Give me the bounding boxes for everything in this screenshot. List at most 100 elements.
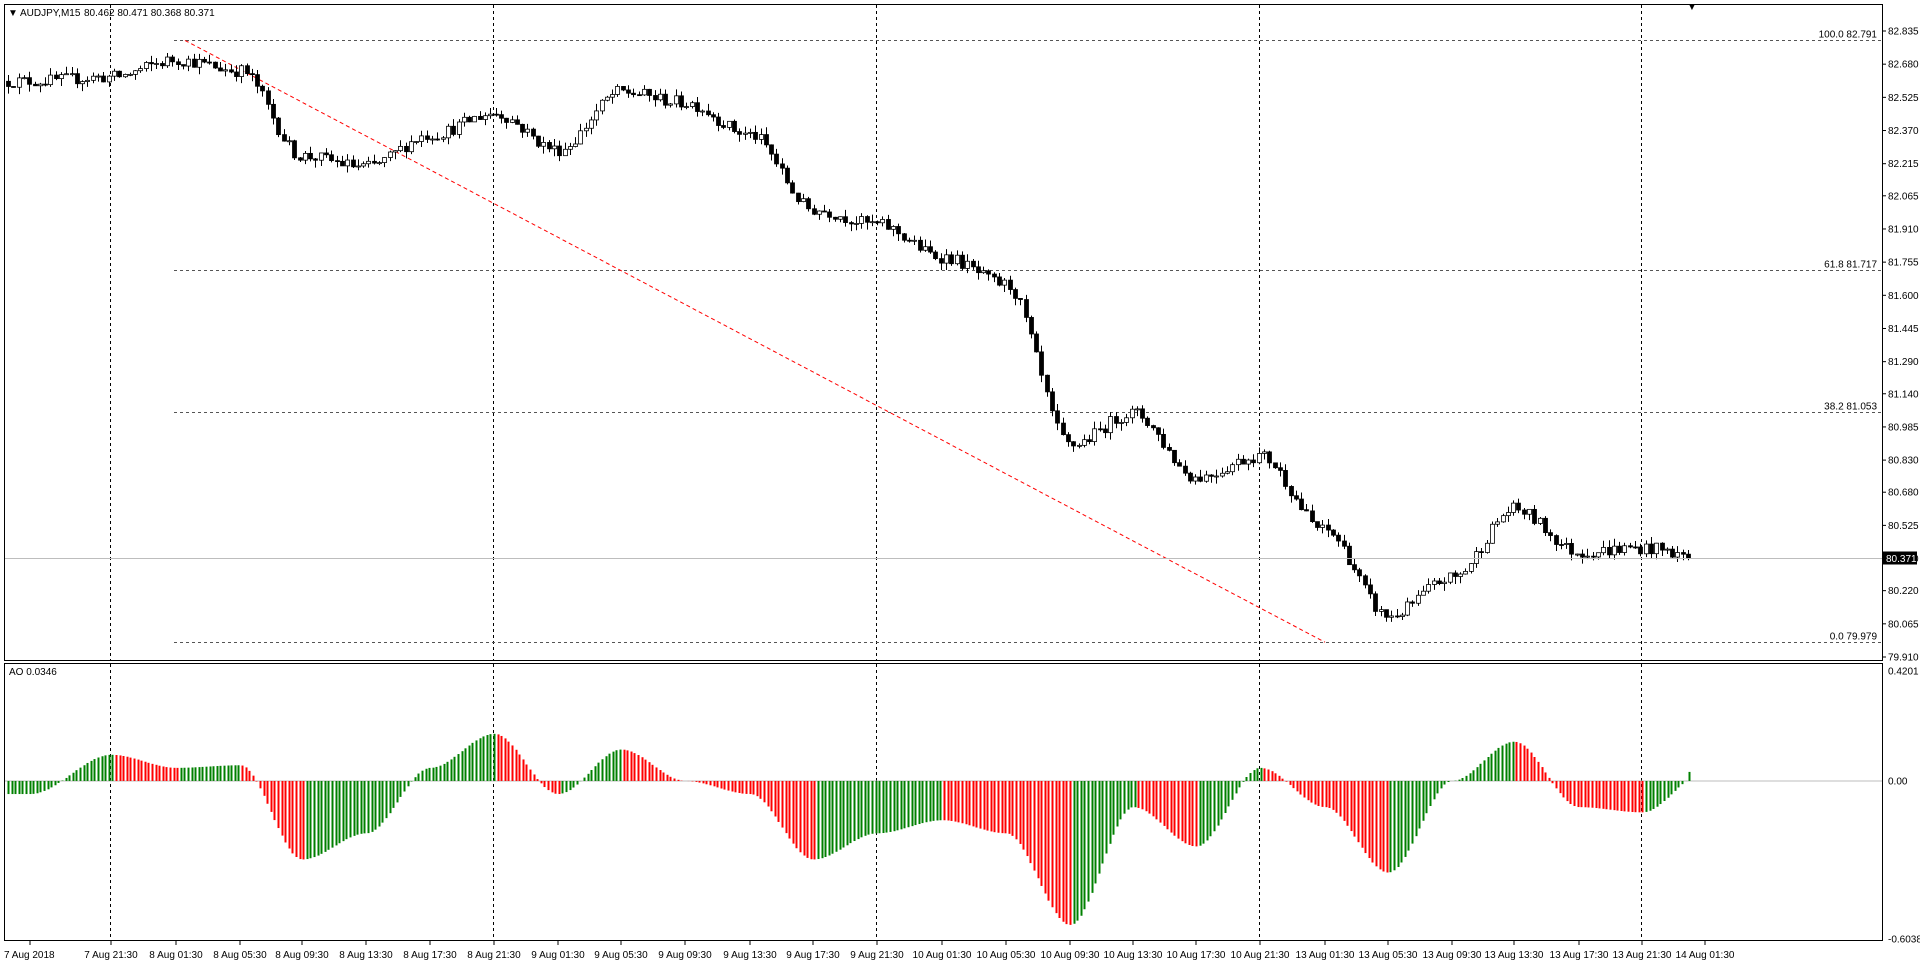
- candle-body: [1193, 476, 1198, 482]
- candle-body: [1299, 498, 1304, 511]
- candle-body: [1114, 416, 1119, 424]
- candle-body: [626, 89, 631, 94]
- candle-body: [1124, 417, 1129, 423]
- candle-body: [393, 150, 398, 153]
- candle-body: [557, 145, 562, 157]
- price-axis-label: 81.140: [1888, 389, 1919, 400]
- time-axis-label: 10 Aug 17:30: [1167, 950, 1226, 961]
- candle-body: [965, 260, 970, 269]
- candle-body: [801, 198, 806, 203]
- indicator-axis-label: 0.4201: [1888, 667, 1919, 678]
- candle-body: [1479, 551, 1484, 553]
- candle-body: [1188, 472, 1193, 482]
- candlestick-series: [6, 52, 1691, 622]
- candle-body: [1384, 609, 1389, 618]
- price-axis-label: 80.830: [1888, 456, 1919, 467]
- time-axis-label: 13 Aug 01:30: [1296, 950, 1355, 961]
- candle-body: [1405, 601, 1410, 616]
- candle-body: [621, 86, 626, 91]
- candle-body: [944, 254, 949, 264]
- candle-body: [1039, 351, 1044, 376]
- candle-body: [1167, 447, 1172, 451]
- candle-body: [1172, 449, 1177, 464]
- candle-body: [631, 92, 636, 96]
- candle-body: [441, 137, 446, 140]
- candle-body: [1601, 546, 1606, 554]
- candle-body: [1458, 573, 1463, 577]
- price-axis-label: 80.985: [1888, 422, 1919, 433]
- candle-body: [107, 75, 112, 83]
- candle-body: [785, 167, 790, 184]
- time-axis-label: 9 Aug 17:30: [786, 950, 840, 961]
- candle-body: [1029, 317, 1034, 335]
- candle-body: [1660, 542, 1665, 551]
- candle-body: [313, 158, 318, 161]
- candle-body: [1638, 546, 1643, 555]
- candle-body: [144, 62, 149, 69]
- candle-body: [1495, 521, 1500, 525]
- candle-body: [1633, 546, 1638, 549]
- candle-body: [234, 71, 239, 77]
- candle-body: [186, 58, 191, 67]
- candle-body: [711, 114, 716, 118]
- candle-body: [1278, 467, 1283, 471]
- candle-body: [796, 192, 801, 203]
- time-axis-label: 10 Aug 13:30: [1104, 950, 1163, 961]
- candle-body: [1220, 472, 1225, 477]
- candle-body: [1516, 502, 1521, 511]
- candle-body: [11, 86, 16, 88]
- time-axis-label: 8 Aug 21:30: [467, 950, 521, 961]
- time-axis-label: 13 Aug 21:30: [1613, 950, 1672, 961]
- candle-body: [1145, 417, 1150, 426]
- fib-level-label: 61.8 81.717: [1824, 260, 1877, 271]
- candle-body: [706, 110, 711, 116]
- ao-histogram: [7, 733, 1691, 925]
- price-panel-frame: [4, 4, 1883, 661]
- candle-body: [1575, 553, 1580, 556]
- price-axis-label: 81.910: [1888, 224, 1919, 235]
- candle-body: [361, 163, 366, 167]
- candle-body: [33, 83, 38, 87]
- candle-body: [154, 63, 159, 65]
- candle-body: [637, 94, 642, 97]
- candle-body: [1522, 509, 1527, 515]
- time-axis-label: 9 Aug 21:30: [850, 950, 904, 961]
- candle-body: [605, 96, 610, 101]
- candle-body: [1421, 590, 1426, 596]
- scroll-marker-icon[interactable]: ▼: [1687, 2, 1697, 13]
- candle-body: [600, 99, 605, 112]
- candle-body: [653, 95, 658, 101]
- price-axis-label: 80.065: [1888, 619, 1919, 630]
- collapse-arrow-icon[interactable]: ▼: [8, 8, 18, 19]
- candle-body: [80, 81, 85, 85]
- candle-body: [133, 70, 138, 75]
- candle-body: [382, 157, 387, 164]
- candle-body: [1050, 391, 1055, 412]
- candle-body: [1580, 553, 1585, 558]
- price-axis-label: 82.065: [1888, 191, 1919, 202]
- candle-body: [1527, 508, 1532, 515]
- candle-body: [54, 74, 59, 80]
- candle-body: [1548, 532, 1553, 536]
- time-axis-label: 8 Aug 01:30: [149, 950, 203, 961]
- candle-body: [1675, 552, 1680, 558]
- candle-body: [1501, 515, 1506, 523]
- candle-body: [1183, 465, 1188, 474]
- time-axis-label: 8 Aug 05:30: [213, 950, 267, 961]
- candle-body: [859, 216, 864, 224]
- candle-body: [1400, 614, 1405, 617]
- indicator-panel-frame: [4, 663, 1883, 941]
- candle-body: [287, 140, 292, 143]
- trend-line[interactable]: [184, 39, 1326, 643]
- candle-body: [260, 85, 265, 92]
- candle-body: [1236, 458, 1241, 466]
- fib-level-label: 0.0 79.979: [1830, 632, 1878, 643]
- candle-body: [1564, 543, 1569, 545]
- candle-body: [578, 130, 583, 145]
- candle-body: [22, 77, 27, 80]
- candle-body: [923, 246, 928, 251]
- candle-body: [1251, 459, 1256, 464]
- price-axis-label: 81.290: [1888, 357, 1919, 368]
